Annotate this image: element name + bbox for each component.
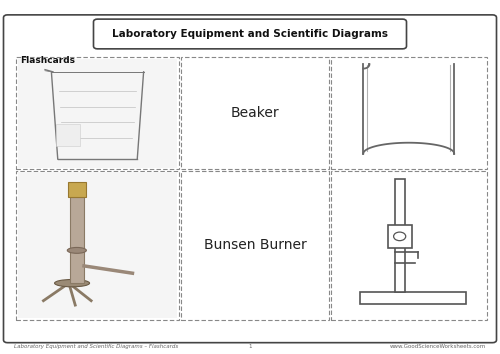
Bar	[388, 225, 412, 248]
Text: Bunsen Burner: Bunsen Burner	[204, 238, 306, 252]
Text: Flashcards: Flashcards	[20, 56, 75, 65]
Text: Laboratory Equipment and Scientific Diagrams: Laboratory Equipment and Scientific Diag…	[112, 29, 388, 39]
Bar	[56, 124, 80, 146]
Text: 1: 1	[248, 344, 252, 349]
Ellipse shape	[68, 247, 86, 253]
Bar	[360, 292, 467, 304]
FancyBboxPatch shape	[4, 15, 496, 343]
Bar	[394, 179, 404, 292]
Bar	[181, 171, 329, 320]
Ellipse shape	[54, 280, 90, 287]
Bar	[16, 171, 179, 320]
Bar	[18, 172, 177, 318]
FancyBboxPatch shape	[94, 19, 406, 49]
Bar	[70, 197, 84, 283]
Bar	[16, 57, 179, 169]
Text: Beaker: Beaker	[230, 106, 280, 120]
Bar	[18, 59, 177, 168]
Text: www.GoodScienceWorksheets.com: www.GoodScienceWorksheets.com	[390, 344, 486, 349]
Bar	[331, 171, 486, 320]
Text: Laboratory Equipment and Scientific Diagrams – Flashcards: Laboratory Equipment and Scientific Diag…	[14, 344, 178, 349]
Bar	[181, 57, 329, 169]
Bar	[68, 182, 86, 197]
Bar	[331, 57, 486, 169]
Circle shape	[394, 232, 406, 241]
